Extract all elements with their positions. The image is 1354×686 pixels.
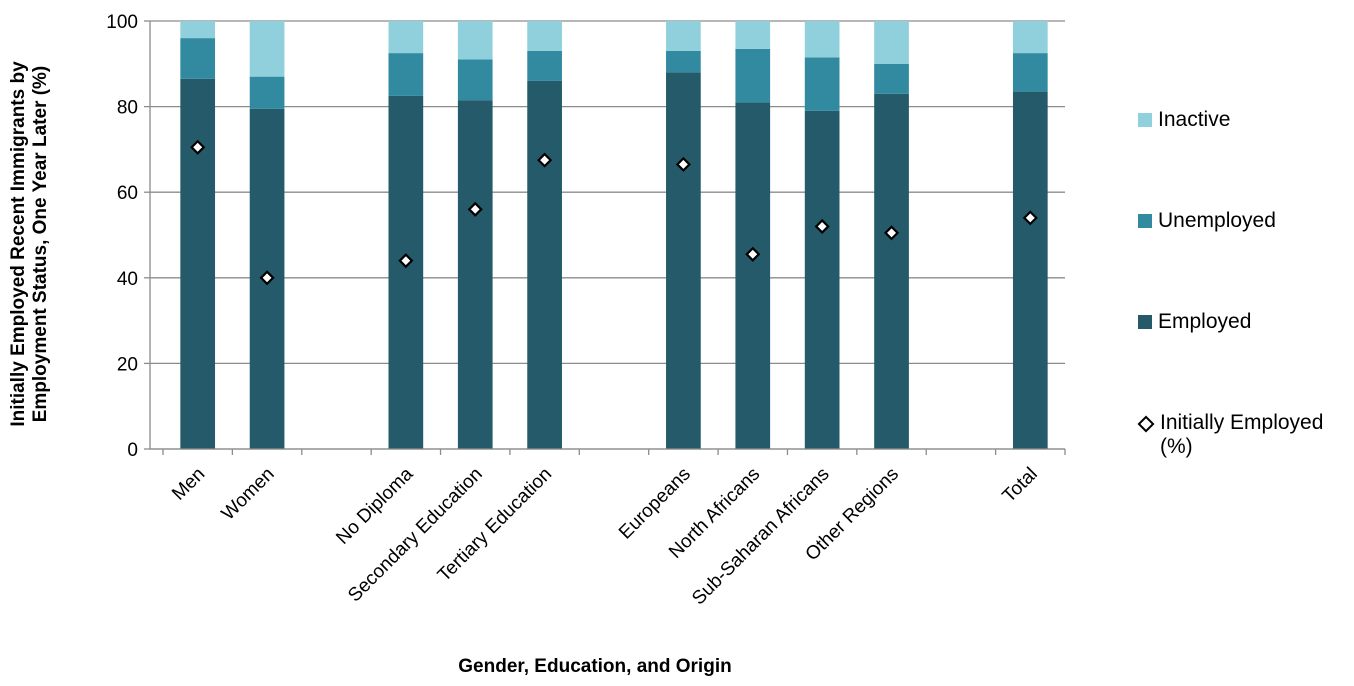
bar-segment (1012, 91, 1048, 450)
bar-segment (1012, 21, 1048, 54)
bar-segment (735, 21, 771, 49)
y-tick-label: 60 (117, 183, 138, 204)
marker (675, 156, 691, 172)
bar-segment (735, 102, 771, 449)
legend-item: Initially Employed (%) (1137, 411, 1353, 459)
bar-segment (180, 38, 216, 79)
bar-segment (388, 53, 424, 96)
x-tick-label: Sub-Saharan Africans (688, 464, 834, 610)
legend-label: Initially Employed (%) (1160, 411, 1324, 458)
bar-segment (666, 21, 701, 51)
marker (467, 201, 483, 217)
bar-segment (180, 21, 216, 39)
bar-segment (457, 59, 493, 101)
x-tick-label: Men (168, 464, 209, 505)
legend-swatch (1137, 415, 1155, 433)
bar-segment (527, 80, 562, 450)
legend-label: Inactive (1158, 108, 1231, 131)
bar-segment (457, 21, 493, 60)
marker (537, 152, 553, 168)
marker (814, 218, 830, 234)
legend-label: Unemployed (1158, 209, 1276, 232)
bar-segment (804, 57, 840, 111)
legend-swatch (1138, 214, 1152, 228)
legend-item: Employed (1138, 310, 1251, 334)
bar-segment (527, 21, 562, 51)
bar-segment (1012, 53, 1048, 92)
y-tick-label: 80 (117, 98, 138, 119)
legend-label: Employed (1158, 310, 1252, 333)
legend-swatch (1138, 113, 1152, 127)
bar-segment (388, 21, 424, 54)
bar-segment (804, 110, 840, 449)
bar-segment (457, 100, 493, 450)
x-tick-label: Secondary Education (344, 464, 487, 607)
x-axis-title: Gender, Education, and Origin (458, 656, 731, 677)
legend-item: Unemployed (1138, 209, 1276, 233)
y-tick-label: 40 (117, 269, 138, 290)
bar-segment (666, 50, 701, 73)
y-tick-label: 0 (127, 440, 138, 461)
bar-segment (180, 78, 216, 449)
bar-segment (874, 21, 909, 64)
bar-segment (874, 63, 909, 94)
bar-segment (735, 48, 771, 103)
marker (259, 270, 275, 286)
x-tick-label: Women (218, 464, 279, 525)
bar-segment (666, 72, 701, 450)
bar-segment (804, 21, 840, 58)
marker (398, 253, 414, 269)
y-axis-title: Initially Employed Recent Immigrants by … (8, 61, 51, 427)
marker (745, 246, 761, 262)
y-tick-label: 100 (106, 12, 138, 33)
legend-swatch (1138, 315, 1152, 329)
bar-segment (249, 21, 285, 77)
bar-segment (874, 93, 909, 449)
bar-segment (388, 95, 424, 450)
bar-segment (249, 76, 285, 109)
marker (190, 139, 206, 155)
bar-segment (527, 50, 562, 81)
marker (883, 225, 900, 241)
x-tick-label: Total (999, 464, 1042, 507)
y-tick-label: 20 (117, 354, 138, 375)
marker (1022, 210, 1038, 226)
x-tick-label: Tertiary Education (434, 464, 556, 586)
legend-item: Inactive (1138, 108, 1230, 132)
